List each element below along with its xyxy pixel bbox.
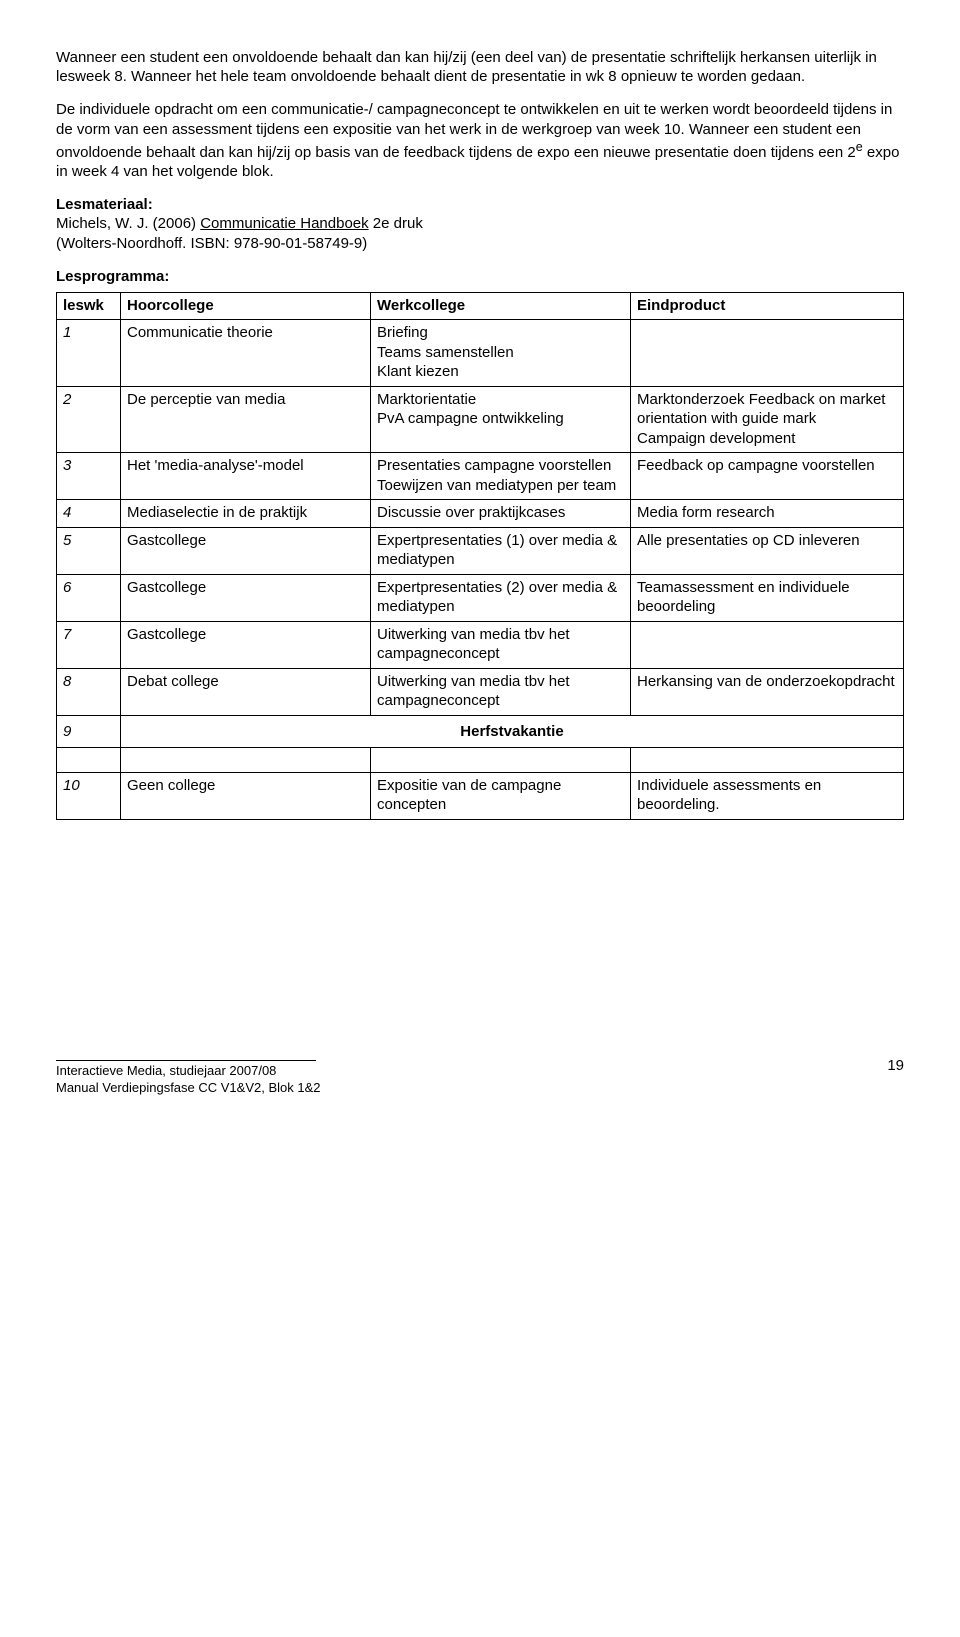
table-cell: Uitwerking van media tbv het campagnecon… xyxy=(371,621,631,668)
table-cell: 1 xyxy=(57,320,121,387)
footer-line-1: Interactieve Media, studiejaar 2007/08 xyxy=(56,1063,904,1080)
table-row: 4Mediaselectie in de praktijkDiscussie o… xyxy=(57,500,904,528)
paragraph-2: De individuele opdracht om een communica… xyxy=(56,100,904,181)
para2-sup: e xyxy=(856,140,863,154)
table-cell: Het 'media-analyse'-model xyxy=(121,453,371,500)
table-cell: Discussie over praktijkcases xyxy=(371,500,631,528)
page-number: 19 xyxy=(887,1056,904,1075)
table-cell: Uitwerking van media tbv het campagnecon… xyxy=(371,668,631,715)
lesprogramma-table: leswk Hoorcollege Werkcollege Eindproduc… xyxy=(56,292,904,820)
table-cell: 3 xyxy=(57,453,121,500)
table-cell: Expositie van de campagne concepten xyxy=(371,772,631,819)
table-row: 5GastcollegeExpertpresentaties (1) over … xyxy=(57,527,904,574)
herfstvakantie-label: Herfstvakantie xyxy=(121,715,904,748)
th-eindproduct: Eindproduct xyxy=(631,292,904,320)
table-row: 7GastcollegeUitwerking van media tbv het… xyxy=(57,621,904,668)
para2-part-a: De individuele opdracht om een communica… xyxy=(56,101,892,160)
table-cell: Expertpresentaties (2) over media & medi… xyxy=(371,574,631,621)
table-row: 2De perceptie van mediaMarktorientatiePv… xyxy=(57,386,904,453)
th-hoorcollege: Hoorcollege xyxy=(121,292,371,320)
table-cell: MarktorientatiePvA campagne ontwikkeling xyxy=(371,386,631,453)
table-cell: Presentaties campagne voorstellenToewijz… xyxy=(371,453,631,500)
footer-rule xyxy=(56,1060,316,1061)
lesmateriaal-1c: 2e druk xyxy=(369,215,423,232)
lesmateriaal-1a: Michels, W. J. (2006) xyxy=(56,215,200,232)
table-cell: BriefingTeams samenstellenKlant kiezen xyxy=(371,320,631,387)
table-cell xyxy=(57,748,121,773)
lesmateriaal-block: Lesmateriaal: Michels, W. J. (2006) Comm… xyxy=(56,195,904,253)
table-cell xyxy=(631,621,904,668)
table-cell: Mediaselectie in de praktijk xyxy=(121,500,371,528)
lesprogramma-label: Lesprogramma: xyxy=(56,267,904,286)
table-row: 1Communicatie theorieBriefingTeams samen… xyxy=(57,320,904,387)
table-row: 8Debat collegeUitwerking van media tbv h… xyxy=(57,668,904,715)
table-cell: Expertpresentaties (1) over media & medi… xyxy=(371,527,631,574)
table-row: 6GastcollegeExpertpresentaties (2) over … xyxy=(57,574,904,621)
spacer-row xyxy=(57,748,904,773)
table-cell: Media form research xyxy=(631,500,904,528)
page-footer: Interactieve Media, studiejaar 2007/08 M… xyxy=(56,1060,904,1096)
lesmateriaal-2: (Wolters-Noordhoff. ISBN: 978-90-01-5874… xyxy=(56,235,367,252)
lesmateriaal-1b: Communicatie Handboek xyxy=(200,215,368,232)
lesmateriaal-label: Lesmateriaal: xyxy=(56,196,153,213)
table-cell: 4 xyxy=(57,500,121,528)
table-cell: 10 xyxy=(57,772,121,819)
table-cell: 5 xyxy=(57,527,121,574)
herfstvakantie-row: 9Herfstvakantie xyxy=(57,715,904,748)
table-cell: Marktonderzoek Feedback on market orient… xyxy=(631,386,904,453)
table-row: 3Het 'media-analyse'-modelPresentaties c… xyxy=(57,453,904,500)
footer-line-2: Manual Verdiepingsfase CC V1&V2, Blok 1&… xyxy=(56,1080,904,1097)
table-cell xyxy=(631,320,904,387)
table-cell: Gastcollege xyxy=(121,621,371,668)
th-werkcollege: Werkcollege xyxy=(371,292,631,320)
table-cell: Geen college xyxy=(121,772,371,819)
table-cell xyxy=(121,748,371,773)
table-cell: Debat college xyxy=(121,668,371,715)
table-cell: Gastcollege xyxy=(121,527,371,574)
table-row: 10Geen collegeExpositie van de campagne … xyxy=(57,772,904,819)
table-cell: 2 xyxy=(57,386,121,453)
table-cell: De perceptie van media xyxy=(121,386,371,453)
table-cell: 6 xyxy=(57,574,121,621)
table-cell: Herkansing van de onderzoekopdracht xyxy=(631,668,904,715)
paragraph-1: Wanneer een student een onvoldoende beha… xyxy=(56,48,904,86)
table-cell: Feedback op campagne voorstellen xyxy=(631,453,904,500)
table-cell: 9 xyxy=(57,715,121,748)
table-cell: 7 xyxy=(57,621,121,668)
table-cell xyxy=(371,748,631,773)
table-cell: Communicatie theorie xyxy=(121,320,371,387)
th-leswk: leswk xyxy=(57,292,121,320)
table-cell: Individuele assessments en beoordeling. xyxy=(631,772,904,819)
table-cell: Alle presentaties op CD inleveren xyxy=(631,527,904,574)
table-cell xyxy=(631,748,904,773)
table-cell: Teamassessment en individuele beoordelin… xyxy=(631,574,904,621)
table-cell: 8 xyxy=(57,668,121,715)
table-header-row: leswk Hoorcollege Werkcollege Eindproduc… xyxy=(57,292,904,320)
table-cell: Gastcollege xyxy=(121,574,371,621)
